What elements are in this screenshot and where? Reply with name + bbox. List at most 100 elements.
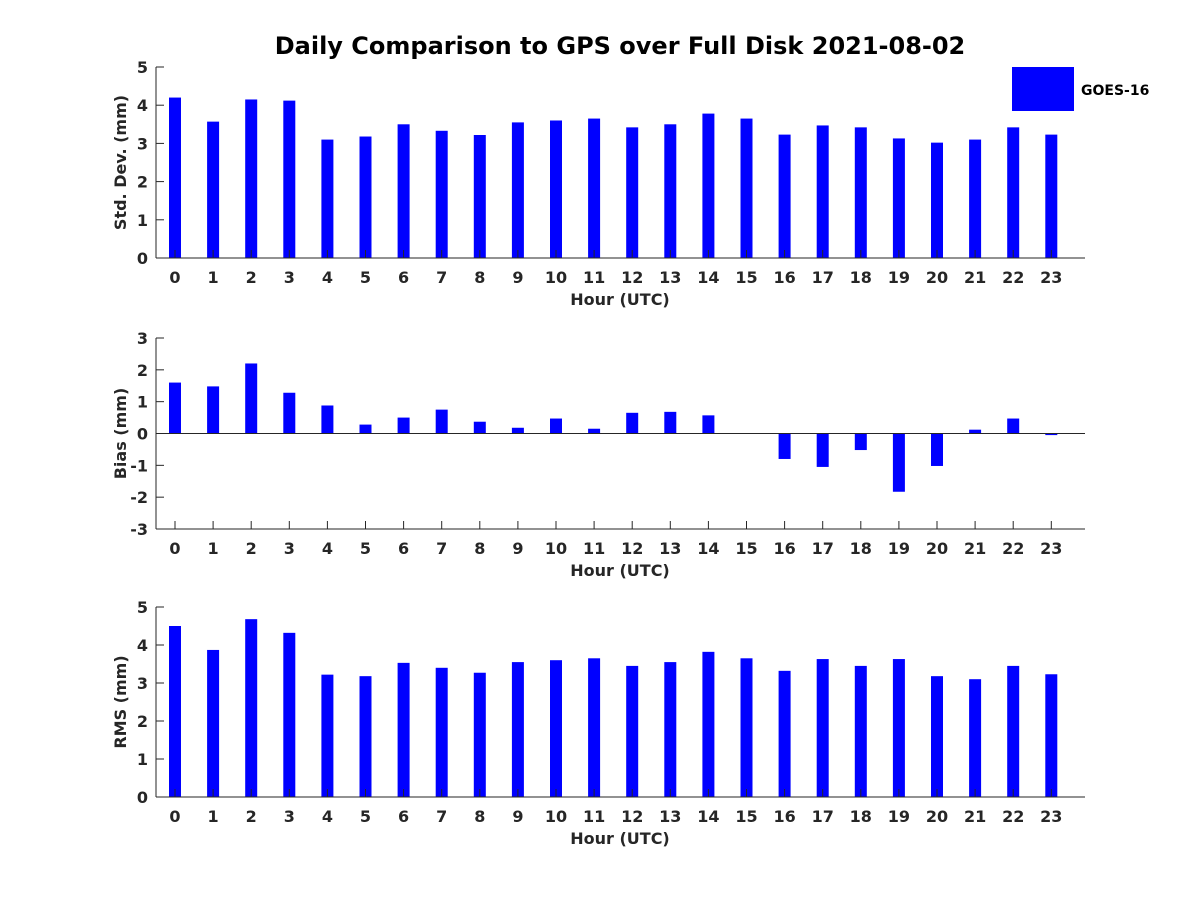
bar-std-dev-hour-14 <box>702 113 715 258</box>
x-tick-label-bias-11: 11 <box>583 539 605 558</box>
bar-std-dev-hour-22 <box>1007 127 1020 258</box>
bar-bias-hour-9 <box>511 427 524 434</box>
x-tick-label-bias-3: 3 <box>284 539 295 558</box>
x-tick-label-bias-19: 19 <box>888 539 910 558</box>
bar-rms-hour-12 <box>626 665 639 797</box>
bar-bias-hour-1 <box>207 386 220 434</box>
x-tick-label-std-dev-20: 20 <box>926 268 948 287</box>
y-tick-label-std-dev-5: 5 <box>137 58 148 77</box>
bar-std-dev-hour-5 <box>359 136 372 258</box>
x-tick-label-bias-18: 18 <box>850 539 872 558</box>
bar-rms-hour-20 <box>931 676 943 797</box>
bar-std-dev-hour-18 <box>854 127 867 258</box>
chart-title: Daily Comparison to GPS over Full Disk 2… <box>275 32 966 60</box>
x-tick-label-rms-13: 13 <box>659 807 681 826</box>
y-axis-label-rms: RMS (mm) <box>111 655 130 748</box>
bar-std-dev-hour-4 <box>321 139 334 258</box>
x-tick-label-bias-17: 17 <box>812 539 834 558</box>
x-tick-label-bias-8: 8 <box>474 539 485 558</box>
x-tick-label-bias-6: 6 <box>398 539 409 558</box>
y-axis-label-std-dev: Std. Dev. (mm) <box>111 95 130 230</box>
x-tick-label-std-dev-19: 19 <box>888 268 910 287</box>
x-tick-label-bias-20: 20 <box>926 539 948 558</box>
x-tick-label-rms-11: 11 <box>583 807 605 826</box>
bar-std-dev-hour-21 <box>969 139 982 258</box>
x-tick-label-rms-4: 4 <box>322 807 333 826</box>
bar-rms-hour-1 <box>207 649 220 797</box>
bar-bias-hour-17 <box>816 433 829 467</box>
bar-std-dev-hour-3 <box>283 100 296 259</box>
x-tick-label-rms-10: 10 <box>545 807 567 826</box>
bar-std-dev-hour-9 <box>511 122 524 258</box>
x-tick-label-rms-23: 23 <box>1040 807 1062 826</box>
x-tick-label-rms-22: 22 <box>1002 807 1024 826</box>
bar-std-dev-hour-20 <box>931 142 943 258</box>
x-tick-label-std-dev-12: 12 <box>621 268 643 287</box>
x-tick-label-rms-7: 7 <box>436 807 447 826</box>
bar-bias-hour-20 <box>931 433 943 466</box>
x-tick-label-bias-5: 5 <box>360 539 371 558</box>
y-tick-label-bias-3: 3 <box>137 329 148 348</box>
x-tick-label-std-dev-7: 7 <box>436 268 447 287</box>
y-axis-label-bias: Bias (mm) <box>111 388 130 480</box>
x-axis-label-bias: Hour (UTC) <box>570 561 670 580</box>
y-tick-label-std-dev-1: 1 <box>137 211 148 230</box>
bar-bias-hour-14 <box>702 415 715 434</box>
y-tick-label-std-dev-4: 4 <box>137 96 148 115</box>
bar-bias-hour-7 <box>435 409 448 434</box>
x-tick-label-rms-6: 6 <box>398 807 409 826</box>
x-tick-label-std-dev-4: 4 <box>322 268 333 287</box>
x-tick-label-rms-1: 1 <box>208 807 219 826</box>
x-tick-label-std-dev-6: 6 <box>398 268 409 287</box>
x-tick-label-std-dev-16: 16 <box>773 268 795 287</box>
bar-std-dev-hour-13 <box>664 124 677 258</box>
bar-rms-hour-18 <box>854 665 867 797</box>
x-tick-label-std-dev-5: 5 <box>360 268 371 287</box>
legend: GOES-16 <box>1012 67 1149 111</box>
bar-rms-hour-2 <box>245 619 258 797</box>
x-tick-label-std-dev-8: 8 <box>474 268 485 287</box>
bar-bias-hour-16 <box>778 433 791 459</box>
x-tick-label-std-dev-23: 23 <box>1040 268 1062 287</box>
bar-rms-hour-4 <box>321 674 334 797</box>
bar-bias-hour-4 <box>321 405 334 434</box>
legend-swatch <box>1012 67 1074 111</box>
bar-rms-hour-7 <box>435 667 448 797</box>
y-tick-label-std-dev-2: 2 <box>137 173 148 192</box>
bar-std-dev-hour-7 <box>435 130 448 258</box>
bar-bias-hour-18 <box>854 433 867 451</box>
x-tick-label-bias-13: 13 <box>659 539 681 558</box>
x-tick-label-rms-15: 15 <box>735 807 757 826</box>
bar-rms-hour-9 <box>511 662 524 797</box>
bar-rms-hour-19 <box>892 659 905 797</box>
bar-rms-hour-21 <box>969 679 982 797</box>
x-tick-label-rms-18: 18 <box>850 807 872 826</box>
y-tick-label-rms-1: 1 <box>137 750 148 769</box>
x-tick-label-rms-3: 3 <box>284 807 295 826</box>
x-tick-label-std-dev-10: 10 <box>545 268 567 287</box>
x-tick-label-std-dev-9: 9 <box>512 268 523 287</box>
x-tick-label-std-dev-17: 17 <box>812 268 834 287</box>
y-tick-label-rms-3: 3 <box>137 674 148 693</box>
x-tick-label-bias-9: 9 <box>512 539 523 558</box>
bar-std-dev-hour-12 <box>626 127 639 258</box>
bar-rms-hour-3 <box>283 632 296 797</box>
x-tick-label-std-dev-3: 3 <box>284 268 295 287</box>
bar-std-dev-hour-23 <box>1045 134 1058 258</box>
legend-label: GOES-16 <box>1081 83 1149 99</box>
bar-std-dev-hour-6 <box>397 124 410 258</box>
bar-std-dev-hour-2 <box>245 99 258 258</box>
bar-rms-hour-22 <box>1007 665 1020 797</box>
x-tick-label-bias-10: 10 <box>545 539 567 558</box>
bar-std-dev-hour-10 <box>550 120 562 258</box>
bar-rms-hour-17 <box>816 659 829 797</box>
x-tick-label-std-dev-15: 15 <box>735 268 757 287</box>
bar-rms-hour-13 <box>664 662 677 797</box>
x-tick-label-std-dev-1: 1 <box>208 268 219 287</box>
bar-rms-hour-15 <box>740 658 753 797</box>
x-tick-label-bias-23: 23 <box>1040 539 1062 558</box>
y-tick-label-rms-4: 4 <box>137 636 148 655</box>
